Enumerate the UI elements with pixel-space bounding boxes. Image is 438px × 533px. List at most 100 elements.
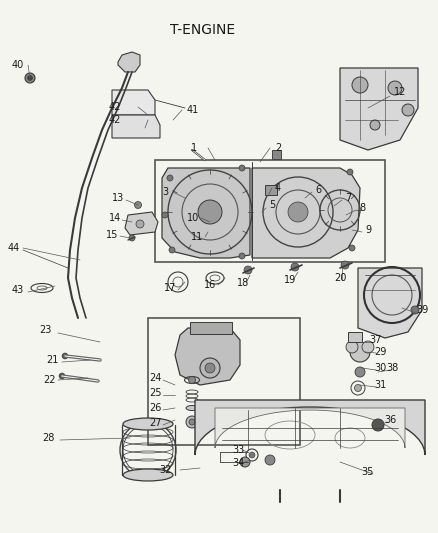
Circle shape <box>350 342 370 362</box>
Text: 15: 15 <box>106 230 118 240</box>
Circle shape <box>134 201 141 208</box>
Polygon shape <box>112 115 160 138</box>
Circle shape <box>355 367 365 377</box>
Text: 12: 12 <box>394 87 406 97</box>
Text: 24: 24 <box>149 373 161 383</box>
Circle shape <box>388 81 402 95</box>
Text: 40: 40 <box>12 60 24 70</box>
Bar <box>272 150 281 159</box>
Text: 28: 28 <box>42 433 54 443</box>
Bar <box>190 322 232 334</box>
Text: 27: 27 <box>149 418 161 428</box>
Polygon shape <box>215 408 405 448</box>
Text: 6: 6 <box>315 185 321 195</box>
Circle shape <box>411 306 419 314</box>
Polygon shape <box>175 328 240 385</box>
Ellipse shape <box>123 418 173 430</box>
Text: 9: 9 <box>365 225 371 235</box>
Text: 39: 39 <box>416 305 428 315</box>
Text: 7: 7 <box>345 193 351 203</box>
Circle shape <box>249 452 255 458</box>
Text: 29: 29 <box>374 347 386 357</box>
Ellipse shape <box>123 469 173 481</box>
Text: T-ENGINE: T-ENGINE <box>170 23 235 37</box>
Circle shape <box>402 104 414 116</box>
Circle shape <box>291 263 299 271</box>
Text: 2: 2 <box>275 143 281 153</box>
Text: 21: 21 <box>46 355 58 365</box>
Text: 38: 38 <box>386 363 398 373</box>
Circle shape <box>200 358 220 378</box>
Bar <box>348 332 362 342</box>
Text: 42: 42 <box>109 115 121 125</box>
Bar <box>155 160 385 262</box>
Text: 26: 26 <box>149 403 161 413</box>
Text: 31: 31 <box>374 380 386 390</box>
Text: 14: 14 <box>109 213 121 223</box>
Text: 43: 43 <box>12 285 24 295</box>
Circle shape <box>346 341 358 353</box>
Text: 11: 11 <box>191 232 203 242</box>
Text: 25: 25 <box>149 388 161 398</box>
Text: 8: 8 <box>359 203 365 213</box>
Bar <box>265 185 277 195</box>
Text: 16: 16 <box>204 280 216 290</box>
Text: 35: 35 <box>362 467 374 477</box>
Text: 34: 34 <box>232 458 244 468</box>
Circle shape <box>62 353 68 359</box>
Text: 23: 23 <box>39 325 51 335</box>
Text: 20: 20 <box>334 273 346 283</box>
Text: 10: 10 <box>187 213 199 223</box>
Text: 36: 36 <box>384 415 396 425</box>
Circle shape <box>349 245 355 251</box>
Text: 4: 4 <box>275 183 281 193</box>
Circle shape <box>162 212 168 218</box>
Text: 37: 37 <box>369 335 381 345</box>
Circle shape <box>136 220 144 228</box>
Text: 1: 1 <box>191 143 197 153</box>
Text: 13: 13 <box>112 193 124 203</box>
Circle shape <box>239 253 245 259</box>
Text: 33: 33 <box>232 445 244 455</box>
Polygon shape <box>118 52 140 72</box>
Circle shape <box>372 419 384 431</box>
Circle shape <box>129 235 135 241</box>
Circle shape <box>341 261 349 269</box>
Circle shape <box>188 376 195 384</box>
Circle shape <box>205 363 215 373</box>
Polygon shape <box>358 268 422 338</box>
Text: 19: 19 <box>284 275 296 285</box>
Circle shape <box>265 455 275 465</box>
Text: 5: 5 <box>269 200 275 210</box>
Polygon shape <box>125 212 158 235</box>
Circle shape <box>362 341 374 353</box>
Text: 44: 44 <box>8 243 20 253</box>
Text: 18: 18 <box>237 278 249 288</box>
Circle shape <box>189 419 195 425</box>
Polygon shape <box>340 68 418 150</box>
Circle shape <box>59 373 65 379</box>
Circle shape <box>240 457 250 467</box>
Circle shape <box>28 76 32 80</box>
Polygon shape <box>252 168 360 258</box>
Circle shape <box>25 73 35 83</box>
Circle shape <box>186 416 198 428</box>
Text: 17: 17 <box>164 283 176 293</box>
Circle shape <box>347 169 353 175</box>
Bar <box>148 318 300 445</box>
Circle shape <box>352 77 368 93</box>
Text: 22: 22 <box>44 375 56 385</box>
Circle shape <box>239 165 245 171</box>
Circle shape <box>167 175 173 181</box>
Ellipse shape <box>186 406 198 410</box>
Text: 41: 41 <box>187 105 199 115</box>
Polygon shape <box>112 90 155 115</box>
Circle shape <box>169 247 175 253</box>
Polygon shape <box>195 400 425 455</box>
Circle shape <box>198 200 222 224</box>
Text: 30: 30 <box>374 363 386 373</box>
Polygon shape <box>162 168 250 258</box>
Circle shape <box>288 202 308 222</box>
Text: 3: 3 <box>162 187 168 197</box>
Text: 42: 42 <box>109 102 121 112</box>
